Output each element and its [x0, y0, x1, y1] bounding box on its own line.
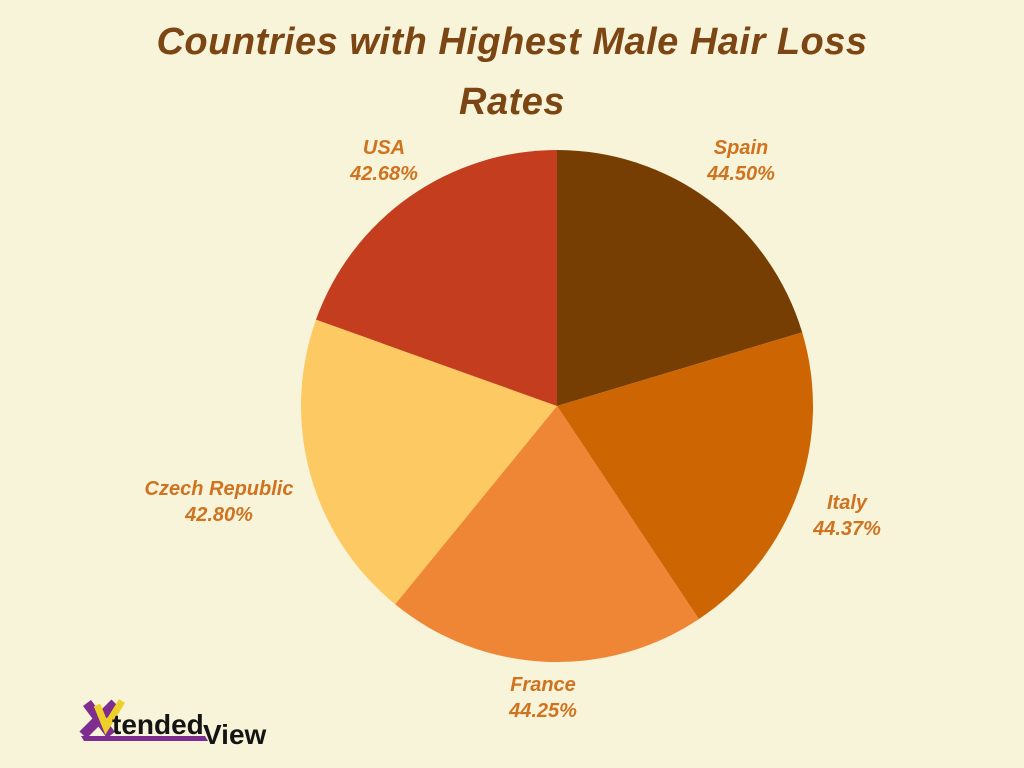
pie-label-spain: Spain 44.50%: [707, 135, 775, 187]
logo-v-icon: [93, 699, 125, 735]
pie-label-usa-value: 42.68%: [350, 163, 418, 185]
pie-label-usa: USA 42.68%: [350, 135, 418, 187]
chart-title: Countries with Highest Male Hair Loss Ra…: [0, 12, 1024, 132]
pie-label-france-name: France: [510, 674, 576, 696]
pie-label-spain-name: Spain: [713, 137, 769, 159]
logo-text-view: View: [203, 719, 267, 750]
pie-slice-italy: [557, 332, 813, 620]
pie-label-czech-republic-value: 42.80%: [185, 504, 253, 526]
pie-slice-czech-republic: [301, 319, 557, 605]
pie-label-usa-name: USA: [362, 137, 406, 159]
pie-label-france-value: 44.25%: [509, 700, 577, 722]
pie-label-italy: Italy 44.37%: [813, 490, 881, 542]
pie-chart: [301, 150, 813, 662]
logo-text-tended: tended: [112, 709, 204, 740]
chart-title-line1: Countries with Highest Male Hair Loss: [156, 21, 868, 63]
pie-label-italy-value: 44.37%: [813, 518, 881, 540]
pie-label-italy-name: Italy: [826, 492, 868, 514]
logo-underline: [81, 736, 208, 741]
logo-x-icon: [79, 699, 125, 739]
pie-label-czech-republic-name: Czech Republic: [144, 478, 294, 500]
pie-slice-spain: [557, 150, 803, 406]
pie-label-france: France 44.25%: [509, 672, 577, 724]
chart-title-line2: Rates: [459, 81, 565, 123]
xtendedview-logo: tended View: [79, 699, 267, 750]
pie-slice-usa: [316, 150, 557, 406]
pie-label-czech-republic: Czech Republic 42.80%: [145, 476, 294, 528]
pie-slice-france: [395, 406, 699, 662]
pie-label-spain-value: 44.50%: [707, 163, 775, 185]
